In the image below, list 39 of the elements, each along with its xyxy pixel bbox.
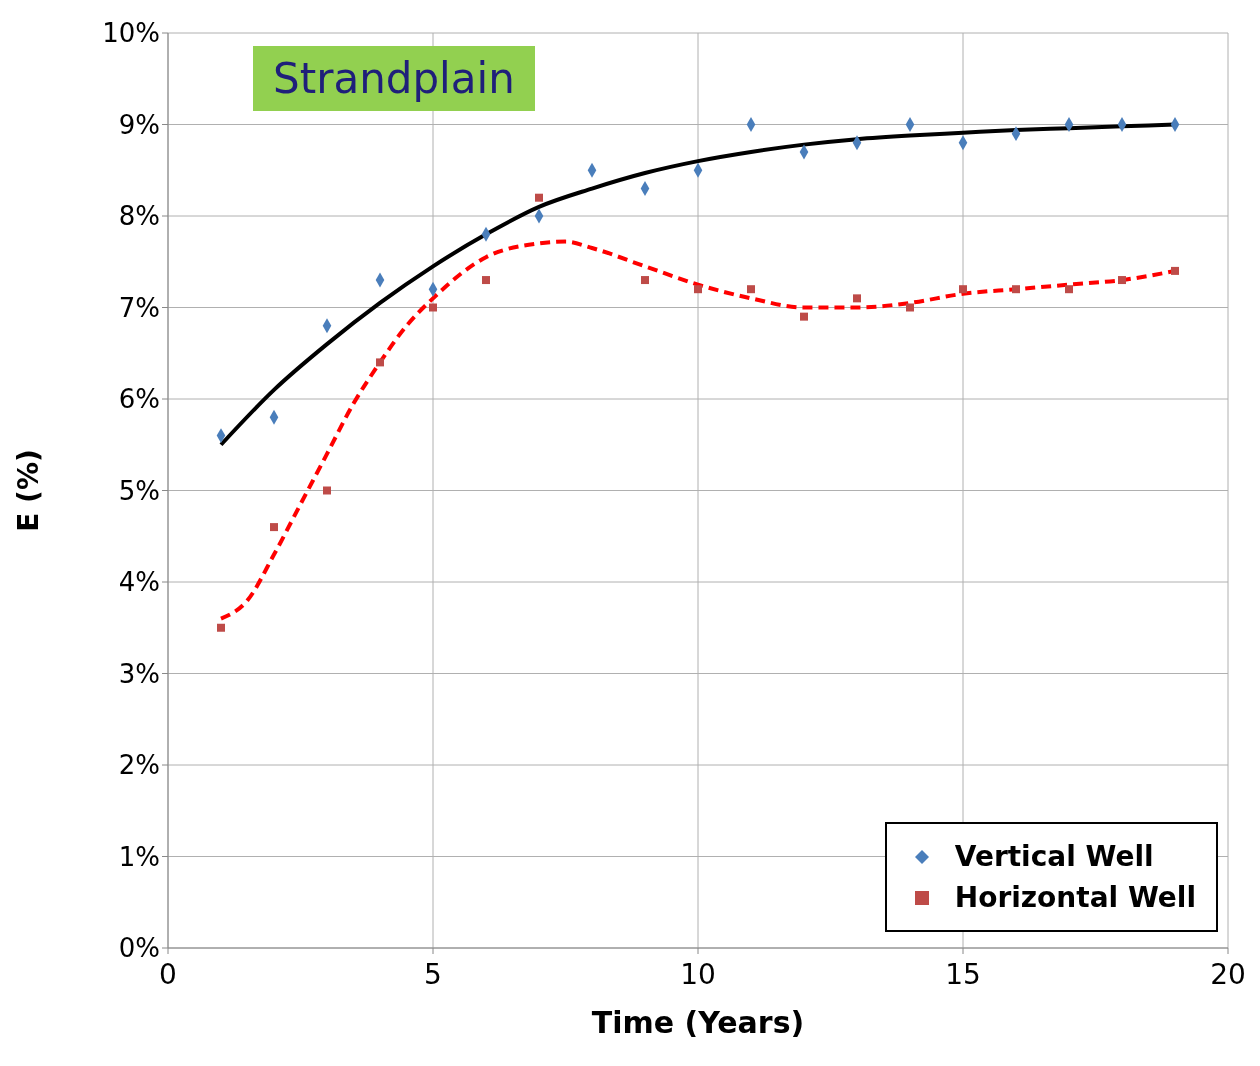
- point: [1171, 266, 1179, 275]
- point: [800, 312, 808, 321]
- point: [429, 303, 437, 312]
- point: [217, 623, 225, 632]
- point: [1065, 285, 1073, 294]
- y-tick-label: 9%: [118, 109, 160, 140]
- y-tick-label: 1%: [118, 841, 160, 872]
- y-tick-label: 10%: [102, 18, 160, 49]
- y-axis-title: E (%): [11, 449, 45, 532]
- point: [641, 276, 649, 285]
- x-axis-title: Time (Years): [591, 1005, 805, 1040]
- point: [853, 294, 861, 303]
- point: [535, 193, 543, 202]
- x-tick-label: 5: [424, 957, 442, 991]
- y-tick-label: 0%: [118, 933, 160, 964]
- legend-label: Horizontal Well: [954, 881, 1196, 914]
- x-tick-label: 20: [1210, 957, 1246, 991]
- x-tick-label: 10: [680, 957, 716, 991]
- point: [482, 276, 490, 285]
- x-tick-label: 15: [945, 957, 981, 991]
- text: Strandplain: [253, 46, 535, 111]
- point: [694, 285, 702, 294]
- point: [959, 285, 967, 294]
- legend-label: Vertical Well: [954, 840, 1154, 873]
- y-tick-label: 5%: [118, 475, 160, 506]
- y-tick-label: 3%: [118, 658, 160, 689]
- point: [906, 303, 914, 312]
- point: [323, 486, 331, 495]
- point: [376, 358, 384, 367]
- point: [1118, 276, 1126, 285]
- x-tick-label: 0: [159, 957, 177, 991]
- point: [270, 523, 278, 532]
- y-tick-label: 8%: [118, 201, 160, 232]
- y-tick-label: 2%: [118, 750, 160, 781]
- y-tick-label: 7%: [118, 292, 160, 323]
- point: [747, 285, 755, 294]
- y-tick-label: 4%: [118, 567, 160, 598]
- point: [1012, 285, 1020, 294]
- y-tick-label: 6%: [118, 384, 160, 415]
